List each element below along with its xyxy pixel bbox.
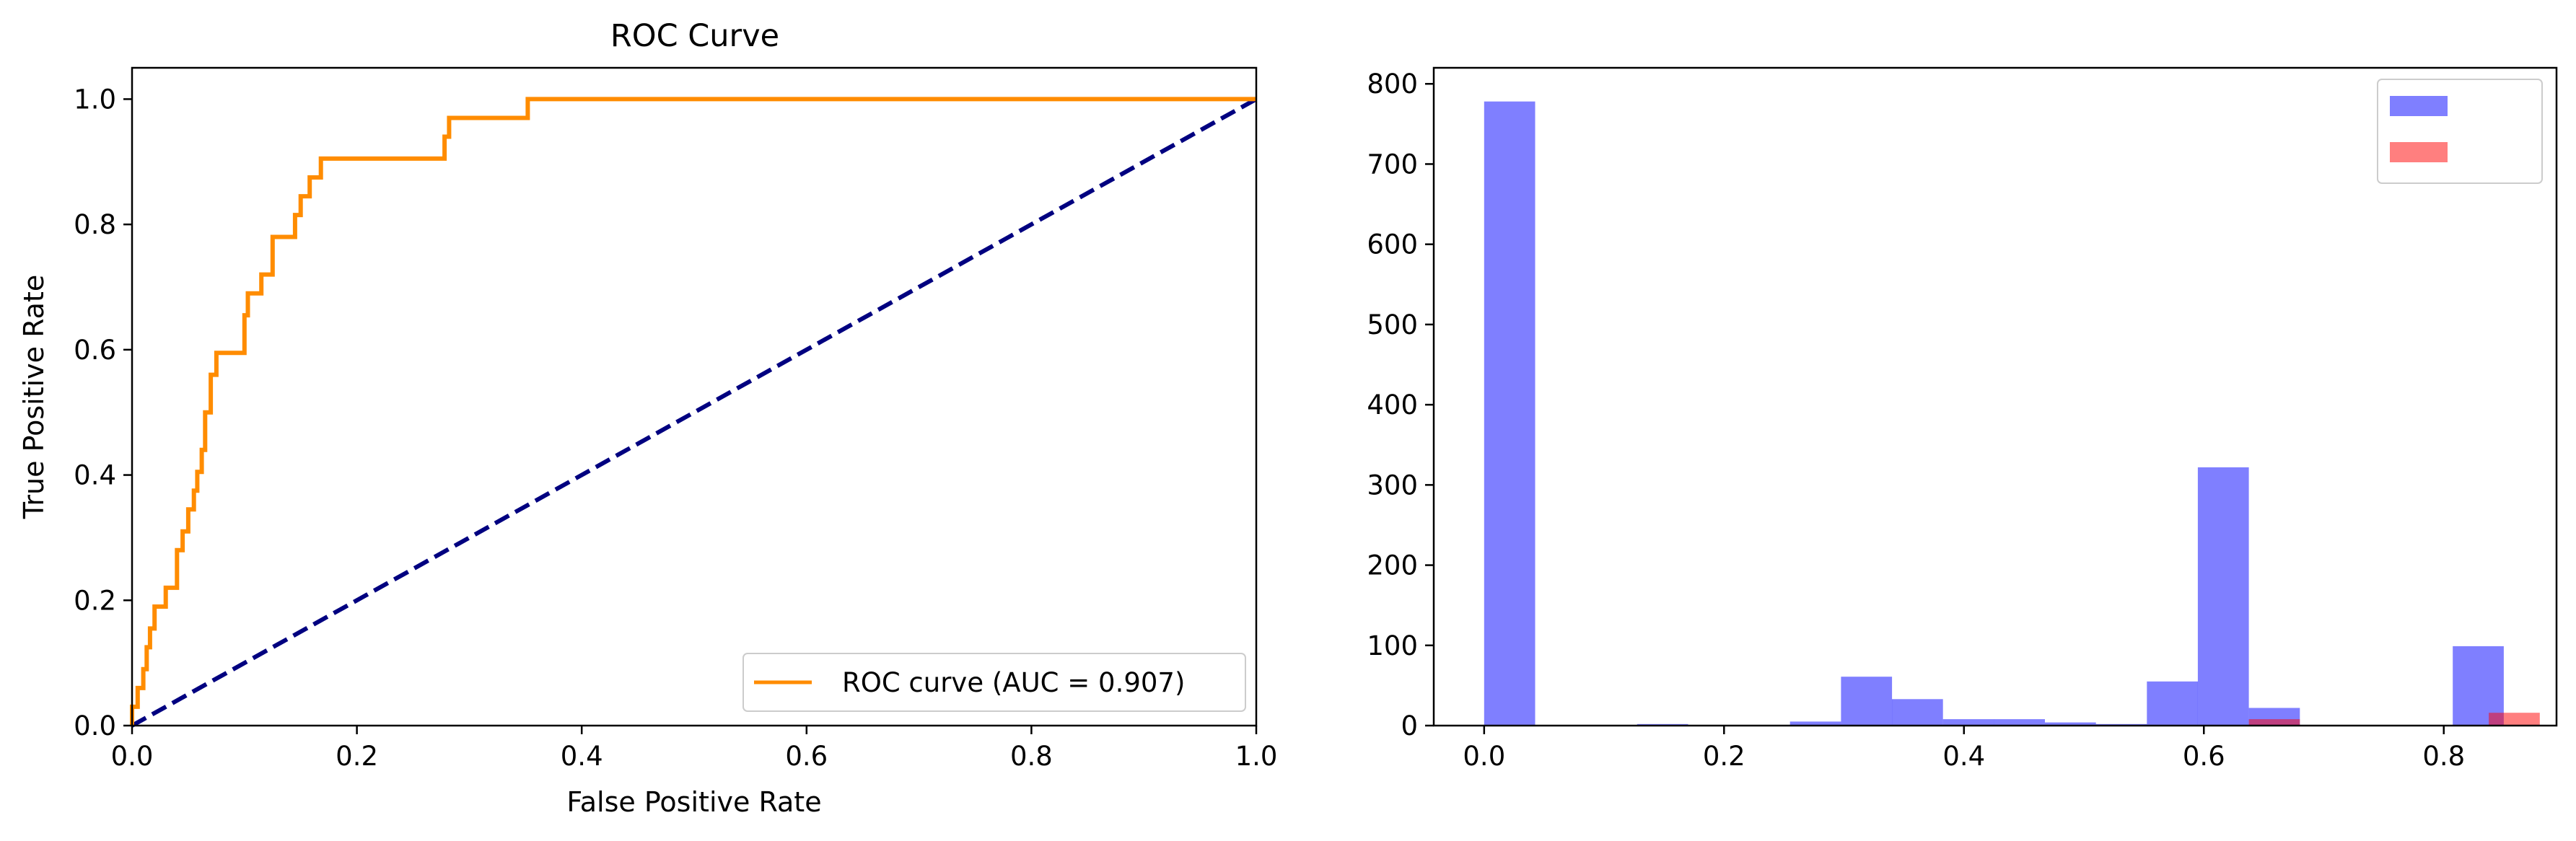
roc-curve-line	[130, 97, 1256, 726]
hist-ytick-label: 400	[1367, 389, 1418, 420]
roc-ytick-label: 0.2	[74, 585, 116, 616]
hist-xtick-label: 0.6	[2183, 741, 2225, 772]
roc-ytick-label: 1.0	[74, 84, 116, 115]
hist-ytick-label: 500	[1367, 309, 1418, 340]
hist-bar-series-0	[1892, 699, 1943, 726]
roc-axes-frame	[131, 66, 1258, 727]
roc-xtick-label: 0.6	[785, 741, 828, 772]
hist-axes-frame	[1432, 66, 2558, 727]
hist-y-ticks: 0 100 200 300 400 500 600 700 800	[1367, 69, 1434, 741]
roc-plot-area	[130, 97, 1258, 728]
hist-plot-area	[1484, 101, 2540, 726]
roc-xtick-label: 0.8	[1010, 741, 1053, 772]
roc-chart: ROC Curve 0.0 0.2 0.4 0.6 0.8 1.0 0.00.20.40.…	[18, 18, 1277, 818]
hist-bar-series-0	[1789, 721, 1841, 726]
hist-bar-series-0	[1841, 677, 1893, 726]
roc-ytick-label: 0.8	[74, 209, 116, 240]
hist-bar-series-0	[1994, 719, 2045, 726]
hist-bar-series-1	[2248, 719, 2300, 726]
hist-chart: 0.0 0.2 0.4 0.6 0.8 0 100 200 300 400 500 600 700 80…	[1367, 66, 2558, 772]
roc-ylabel: True Positive Rate	[18, 275, 50, 520]
roc-xtick-label: 0.0	[111, 741, 154, 772]
hist-ytick-label: 200	[1367, 550, 1418, 581]
roc-xtick-label: 1.0	[1235, 741, 1278, 772]
hist-bar-series-0	[2147, 681, 2198, 726]
hist-xtick-label: 0.2	[1703, 741, 1745, 772]
hist-ytick-label: 700	[1367, 149, 1418, 180]
hist-legend-box	[2377, 79, 2543, 184]
roc-title: ROC Curve	[610, 18, 779, 54]
roc-xlabel: False Positive Rate	[566, 786, 821, 818]
hist-legend	[2377, 79, 2543, 184]
roc-ytick-label: 0.4	[74, 460, 116, 491]
hist-bar-series-1	[2489, 713, 2540, 726]
hist-xtick-label: 0.4	[1942, 741, 1985, 772]
hist-bar-series-0	[2197, 467, 2249, 726]
roc-legend: ROC curve (AUC = 0.907)	[742, 653, 1246, 712]
hist-bar-series-0	[1484, 101, 1535, 726]
roc-legend-label: ROC curve (AUC = 0.907)	[842, 667, 1185, 698]
hist-ytick-label: 0	[1401, 710, 1418, 741]
hist-ytick-label: 100	[1367, 630, 1418, 661]
roc-xtick-label: 0.2	[336, 741, 378, 772]
roc-y-ticks: 0.0 0.2 0.4 0.6 0.8 1.0	[74, 84, 132, 741]
hist-ytick-label: 300	[1367, 470, 1418, 501]
hist-legend-swatch-0	[2390, 96, 2448, 116]
roc-legend-box	[742, 653, 1246, 712]
roc-ytick-label: 0.0	[74, 710, 116, 741]
hist-bar-series-0	[1942, 719, 1994, 726]
roc-x-ticks: 0.0 0.2 0.4 0.6 0.8 1.0	[111, 726, 1278, 772]
hist-x-ticks: 0.0 0.2 0.4 0.6 0.8	[1463, 726, 2465, 772]
roc-diagonal-line	[131, 97, 1258, 728]
hist-bar-series-0	[2045, 722, 2096, 726]
hist-bar-series-0	[2453, 646, 2504, 726]
hist-ytick-label: 800	[1367, 69, 1418, 100]
roc-ytick-label: 0.6	[74, 335, 116, 366]
roc-xtick-label: 0.4	[561, 741, 603, 772]
hist-ytick-label: 600	[1367, 229, 1418, 260]
hist-xtick-label: 0.8	[2422, 741, 2465, 772]
hist-xtick-label: 0.0	[1463, 741, 1505, 772]
hist-legend-swatch-1	[2390, 142, 2448, 162]
